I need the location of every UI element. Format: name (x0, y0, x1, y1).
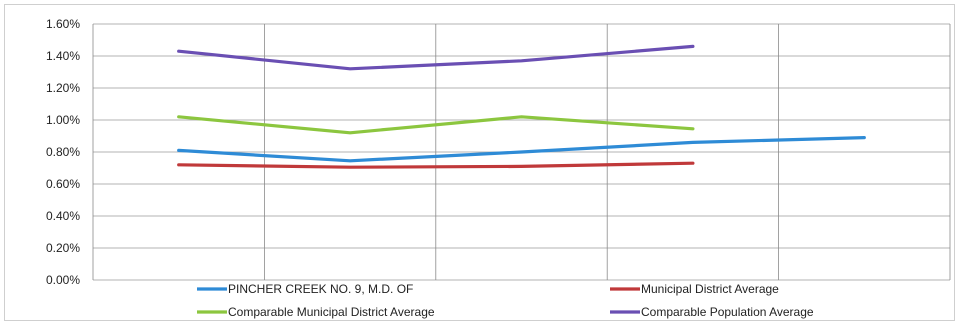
y-tick-label: 1.40% (46, 49, 80, 63)
y-tick-label: 0.80% (46, 145, 80, 159)
y-tick-label: 0.40% (46, 209, 80, 223)
series-line-2 (177, 161, 695, 169)
y-tick-label: 0.00% (46, 273, 80, 287)
y-tick-label: 1.00% (46, 113, 80, 127)
series-line-1 (177, 136, 866, 163)
y-axis: 0.00% 0.20% 0.40% 0.60% 0.80% 1.00% 1.20% 1.40%… (46, 17, 80, 287)
y-tick-label: 0.20% (46, 241, 80, 255)
series-line-3 (177, 115, 695, 135)
series-line-4 (177, 44, 695, 71)
series-layer (177, 44, 866, 169)
grid (92, 23, 951, 281)
legend-label-2: Municipal District Average (641, 282, 779, 296)
y-tick-label: 0.60% (46, 177, 80, 191)
legend: PINCHER CREEK NO. 9, M.D. OF Municipal Di… (197, 282, 814, 319)
chart-frame (4, 4, 955, 321)
legend-label-4: Comparable Population Average (641, 305, 814, 319)
y-tick-label: 1.20% (46, 81, 80, 95)
legend-label-1: PINCHER CREEK NO. 9, M.D. OF (228, 282, 413, 296)
y-tick-label: 1.60% (46, 17, 80, 31)
legend-label-3: Comparable Municipal District Average (228, 305, 435, 319)
